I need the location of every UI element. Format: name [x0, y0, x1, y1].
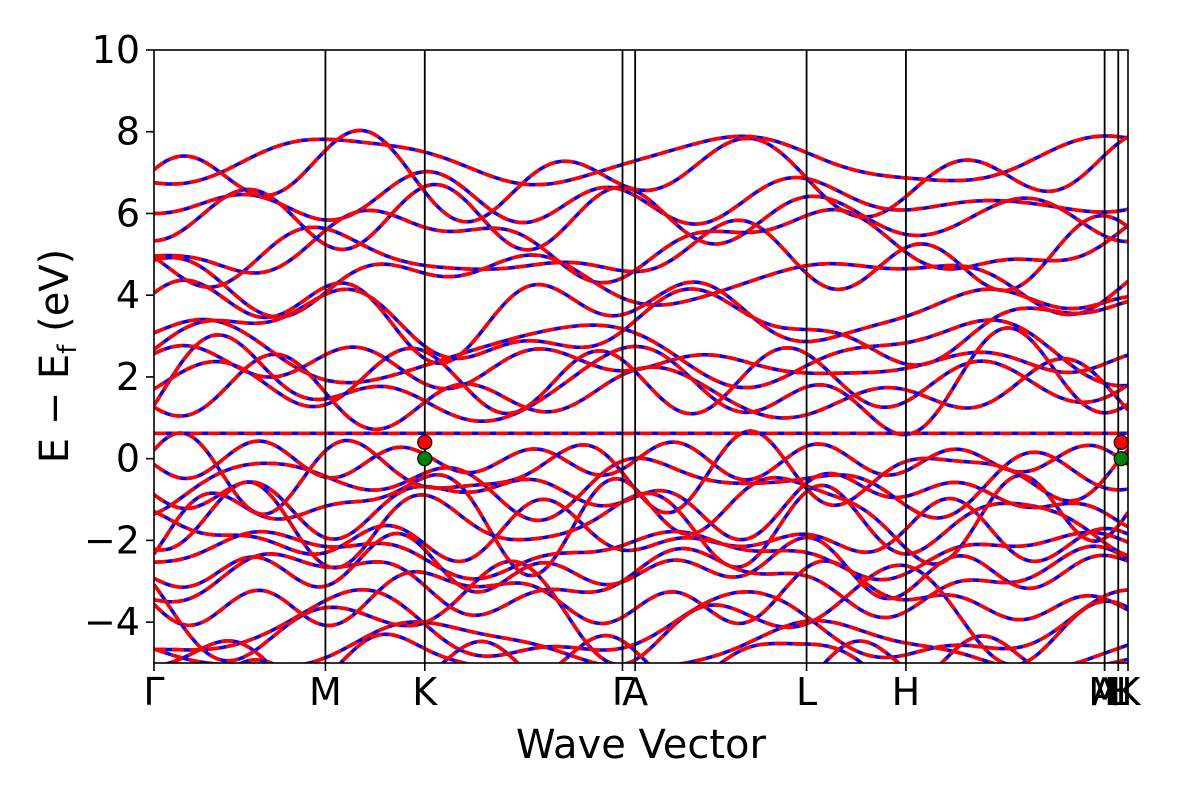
x-tick-label-6: H	[892, 670, 921, 714]
model-band-line-20	[154, 278, 1128, 366]
model-band-line-15	[154, 326, 1128, 437]
y-tick-label-7: 10	[92, 28, 140, 72]
model-band-line-23	[154, 207, 1128, 285]
x-tick-label-5: L	[796, 670, 817, 714]
x-tick-label-9: L	[1108, 670, 1129, 714]
model-band-line-17	[154, 343, 1128, 391]
y-tick-label-0: −4	[84, 600, 140, 644]
model-band-line-25	[154, 169, 1128, 226]
plot-area	[154, 128, 1128, 663]
y-axis: −4 −2 0 2 4 6 8 10	[84, 28, 154, 644]
model-band-line-26	[154, 128, 1128, 224]
model-band-line-24	[154, 182, 1128, 252]
model-band-line-22	[154, 213, 1128, 293]
x-tick-label-1: M	[309, 670, 342, 714]
model-band-line-6	[154, 496, 1128, 564]
model-band-line-27	[154, 134, 1128, 187]
x-tick-label-7: A	[1092, 670, 1118, 714]
model-band-line-18	[154, 317, 1128, 390]
y-tick-label-4: 4	[116, 273, 140, 317]
vbm-marker-3	[1113, 451, 1129, 467]
y-tick-label-3: 2	[116, 355, 140, 399]
band-edge-markers	[417, 434, 1129, 467]
model-band-line-16	[154, 345, 1128, 416]
model-band-line-0	[154, 439, 1128, 482]
x-tick-label-2: K	[412, 670, 438, 714]
model-band-line-7	[154, 529, 1128, 582]
y-tick-label-6: 8	[116, 110, 140, 154]
model-band-line-10	[154, 559, 1128, 628]
x-tick-label-3: Γ	[612, 670, 633, 714]
x-axis-label: Wave Vector	[516, 722, 767, 768]
model-band-line-5	[154, 480, 1128, 570]
x-tick-label-11: K	[1116, 670, 1142, 714]
model-band-line-9	[154, 544, 1128, 620]
x-tick-label-0: Γ	[143, 670, 164, 714]
model-band-line-28	[162, 632, 1128, 663]
x-tick-label-4: A	[622, 670, 648, 714]
high-symmetry-lines	[324, 50, 1120, 663]
x-tick-label-10: H	[1104, 670, 1133, 714]
y-tick-label-1: −2	[84, 518, 140, 562]
x-tick-label-8: M	[1088, 670, 1121, 714]
cbm-marker-2	[1113, 434, 1129, 450]
model-band-line-4	[154, 472, 1128, 578]
model-band-line-12	[154, 587, 1128, 660]
vbm-marker-1	[417, 451, 433, 467]
y-tick-label-5: 6	[116, 191, 140, 235]
y-tick-label-2: 0	[116, 437, 140, 481]
plot-frame	[153, 49, 1129, 664]
cbm-marker-0	[417, 434, 433, 450]
model-band-line-8	[154, 531, 1128, 601]
y-axis-label: E − Ef (eV)	[32, 249, 83, 464]
model-band-line-13	[154, 618, 1128, 663]
